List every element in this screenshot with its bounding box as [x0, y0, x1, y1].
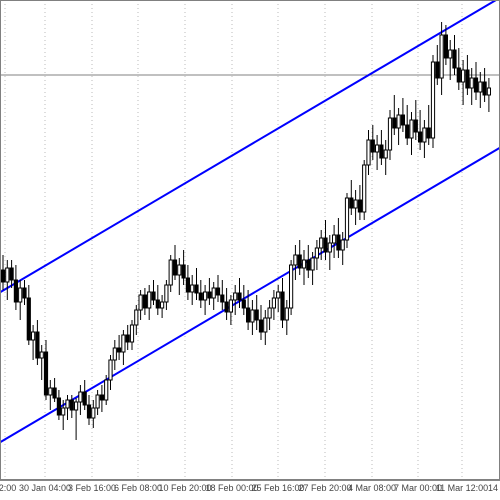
- plot-area[interactable]: [0, 0, 500, 480]
- x-axis-label: 6 Feb 08:00: [114, 483, 162, 493]
- x-axis-label: 30 Jan 04:00: [19, 483, 71, 493]
- x-axis-label: 4 Mar 08:00: [348, 483, 396, 493]
- x-axis-label: 12:00: [0, 483, 16, 493]
- x-axis-label: 14 M: [488, 483, 500, 493]
- x-axis-label: 7 Mar 00:00: [394, 483, 442, 493]
- candlestick-chart: 12:0030 Jan 04:003 Feb 16:006 Feb 08:001…: [0, 0, 500, 500]
- x-axis-label: 11 Mar 12:00: [436, 483, 488, 493]
- chart-svg: [0, 0, 500, 480]
- x-axis: 12:0030 Jan 04:003 Feb 16:006 Feb 08:001…: [0, 480, 500, 500]
- x-axis-label: 25 Feb 16:00: [251, 483, 304, 493]
- x-axis-label: 3 Feb 16:00: [68, 483, 116, 493]
- x-axis-label: 10 Feb 20:00: [158, 483, 211, 493]
- x-axis-label: 27 Feb 20:00: [298, 483, 351, 493]
